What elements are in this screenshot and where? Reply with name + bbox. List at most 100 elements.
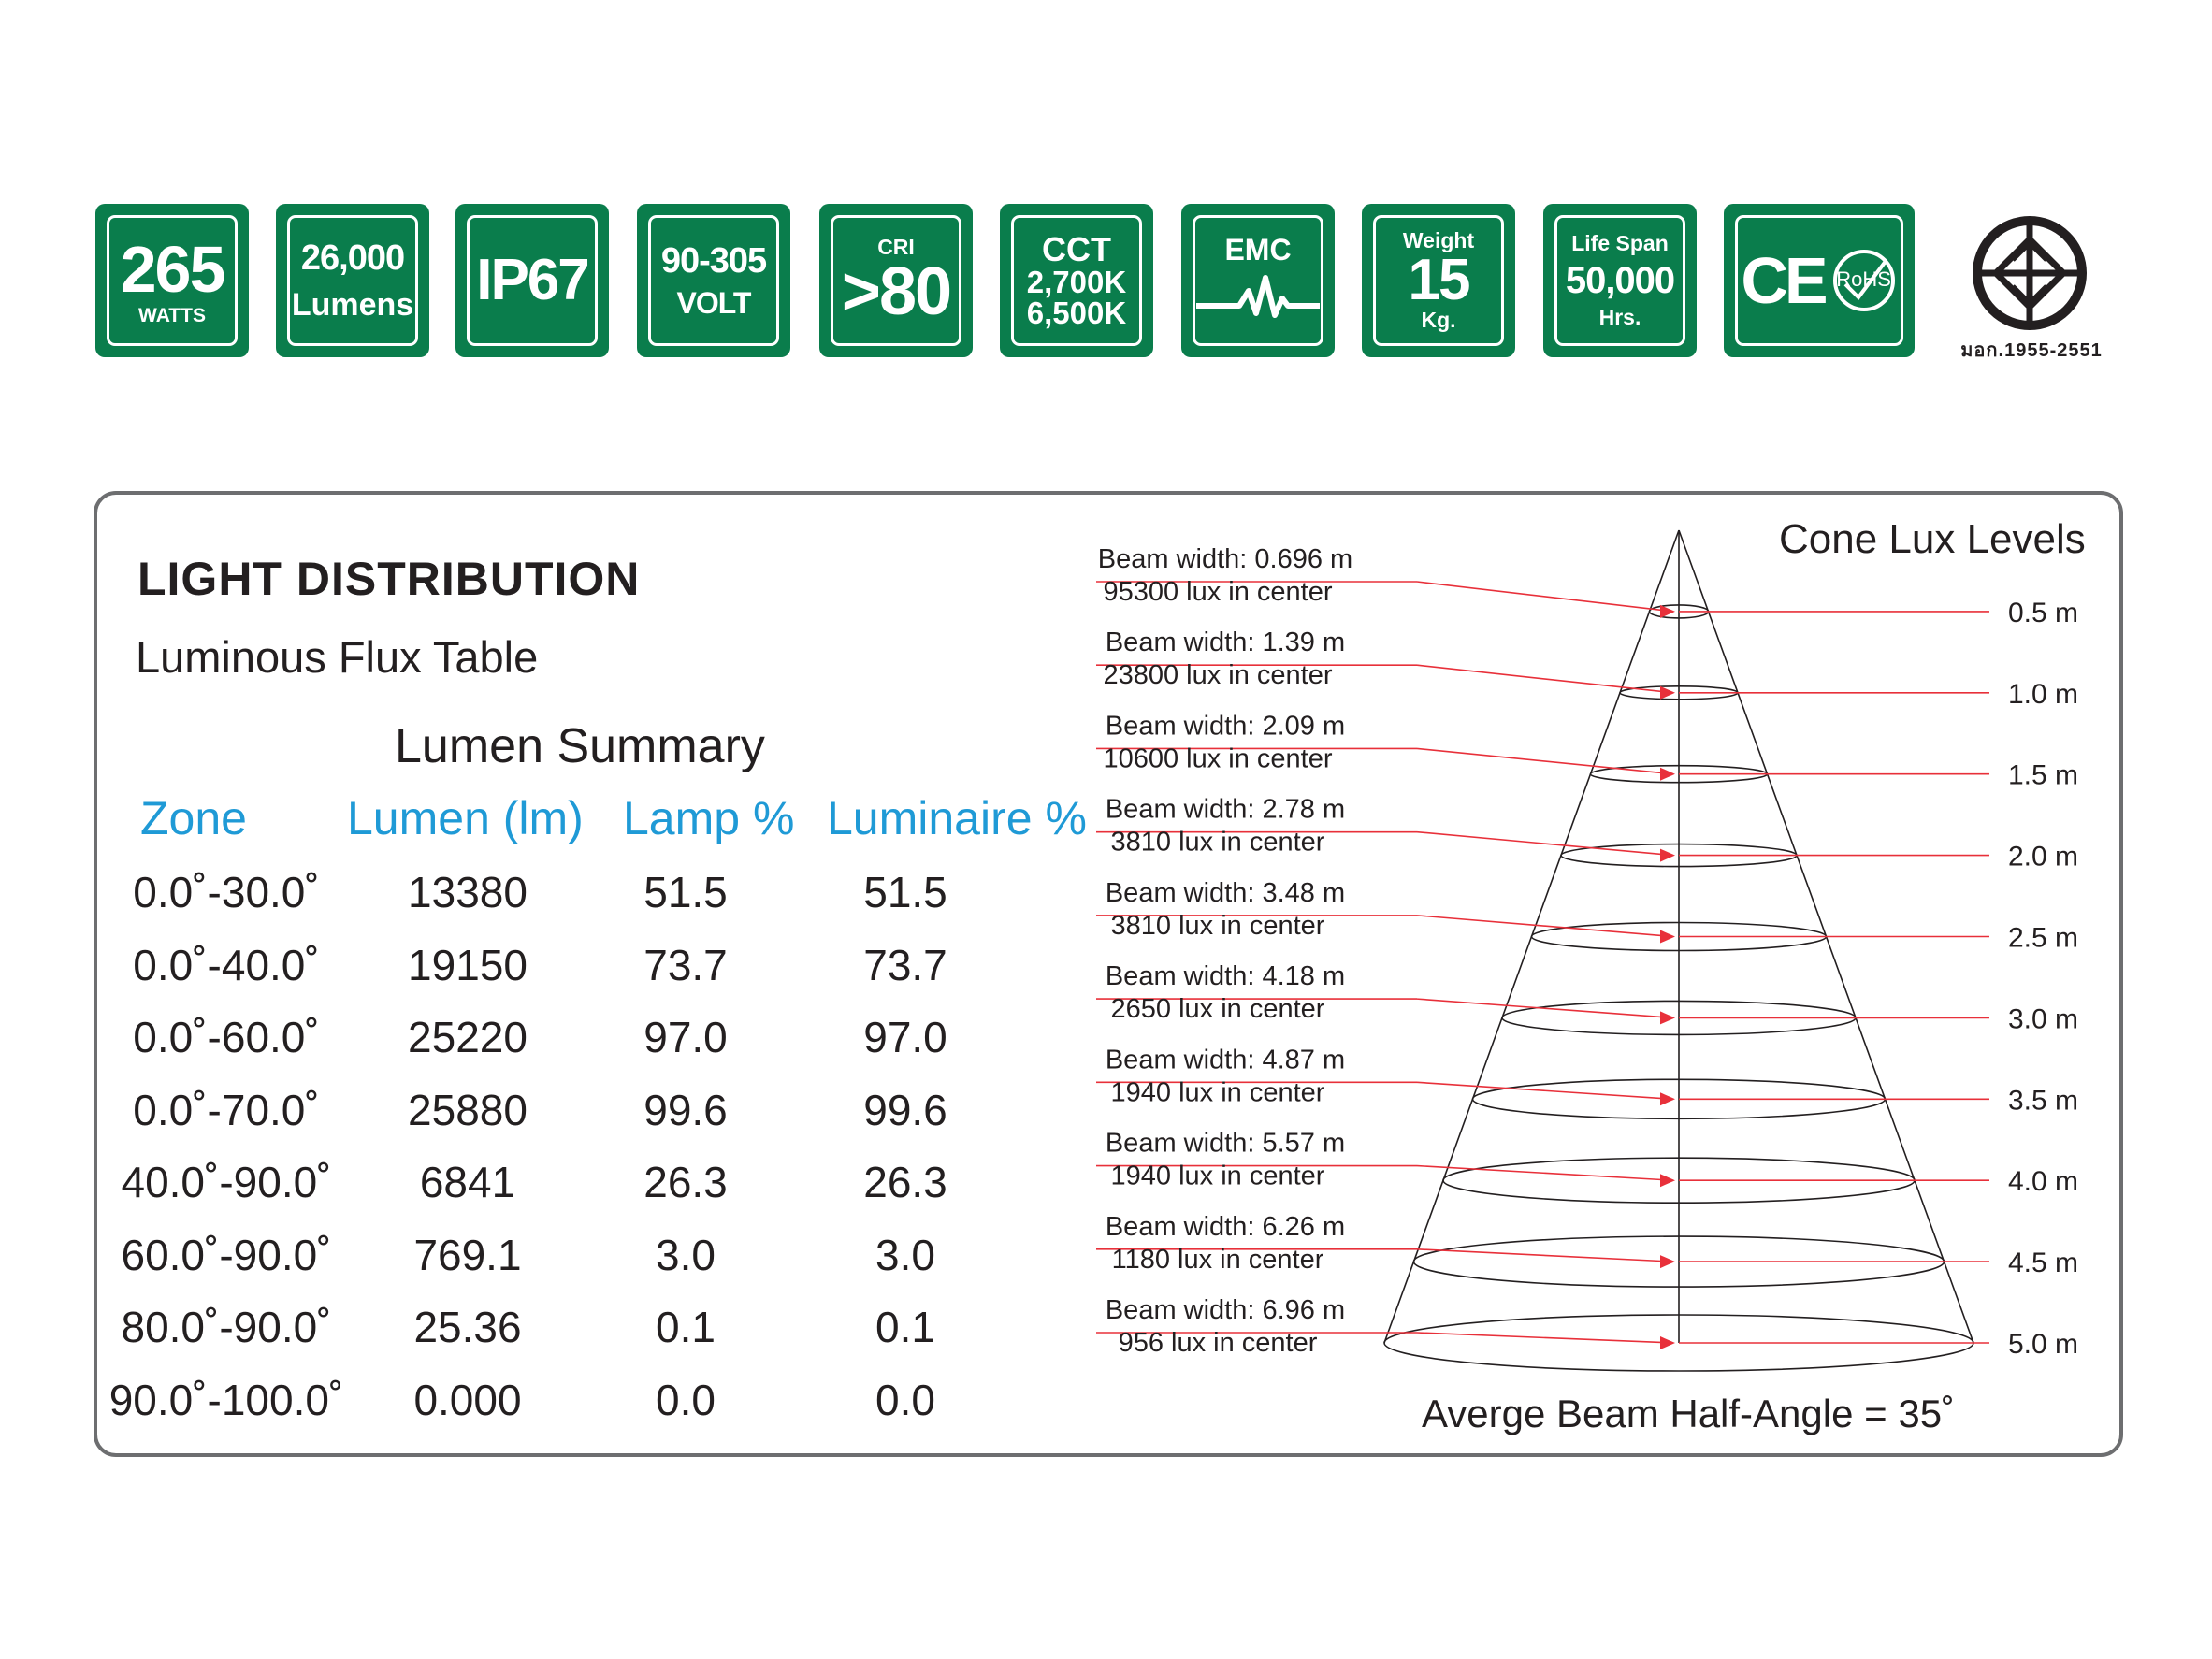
badge-cri-value: >80: [841, 253, 952, 329]
table-cell-lumen: 19150: [408, 940, 528, 989]
badge-ce-rohs: CE RoHS: [1724, 204, 1915, 357]
table-cell-zone: 60.0˚-90.0˚: [121, 1230, 332, 1279]
center-lux-label: 3810 lux in center: [1111, 828, 1325, 858]
tis-certification-icon: [1973, 216, 2087, 330]
callout-pointer: [1416, 664, 1674, 694]
table-cell-lumen: 25880: [408, 1085, 528, 1134]
badge-cct-high: 6,500K: [1026, 296, 1127, 330]
panel-subheading: Luminous Flux Table: [136, 632, 539, 682]
badge-cri: CRI >80: [819, 204, 973, 357]
callout-pointer: [1416, 1248, 1674, 1262]
beam-width-label: Beam width: 6.96 m: [1106, 1295, 1345, 1325]
center-lux-label: 3810 lux in center: [1111, 911, 1325, 941]
badge-lumens: 26,000 Lumens: [276, 204, 429, 357]
table-cell-luminaire-pct: 97.0: [863, 1013, 947, 1061]
table-cell-luminaire-pct: 99.6: [863, 1085, 947, 1134]
light-distribution-panel: [94, 491, 2123, 1457]
col-head-lamp: Lamp %: [623, 792, 795, 844]
table-cell-luminaire-pct: 3.0: [875, 1230, 935, 1279]
chart-title: Cone Lux Levels: [1779, 516, 2086, 562]
center-lux-label: 23800 lux in center: [1103, 660, 1332, 690]
center-lux-label: 1940 lux in center: [1111, 1077, 1325, 1107]
beam-width-label: Beam width: 4.87 m: [1106, 1045, 1345, 1075]
badge-voltage-range: 90-305: [660, 241, 767, 281]
callout-pointer: [1416, 1164, 1674, 1181]
callout-arrowhead: [1660, 848, 1675, 862]
center-lux-label: 956 lux in center: [1119, 1328, 1318, 1358]
callout-arrowhead: [1660, 1336, 1675, 1349]
callout-arrowhead: [1660, 767, 1675, 781]
beam-width-label: Beam width: 4.18 m: [1106, 961, 1345, 991]
table-cell-zone: 0.0˚-70.0˚: [133, 1085, 320, 1134]
callout-arrowhead: [1660, 1174, 1675, 1188]
badge-weight-unit: Kg.: [1421, 308, 1456, 332]
center-lux-label: 1940 lux in center: [1111, 1161, 1325, 1191]
callout-pointer: [1416, 1081, 1674, 1101]
badge-power-value: 265: [120, 232, 226, 306]
badge-power-unit: WATTS: [138, 304, 206, 326]
callout-arrowhead: [1660, 604, 1675, 618]
badge-lifespan-unit: Hrs.: [1598, 305, 1641, 329]
badge-voltage: 90-305 VOLT: [637, 204, 790, 357]
distance-label: 4.0 m: [2008, 1166, 2078, 1197]
badge-weight-label: Weight: [1402, 228, 1475, 252]
distance-label: 3.5 m: [2008, 1085, 2078, 1116]
table-cell-lumen: 0.000: [413, 1375, 522, 1424]
table-cell-zone: 0.0˚-30.0˚: [133, 868, 320, 916]
table-cell-lamp-pct: 99.6: [643, 1085, 728, 1134]
center-lux-label: 10600 lux in center: [1103, 743, 1332, 773]
ce-mark-icon: CE: [1741, 244, 1828, 317]
table-cell-lumen: 769.1: [413, 1230, 522, 1279]
chart-footer: Averge Beam Half-Angle = 35˚: [1422, 1392, 1956, 1435]
table-cell-lamp-pct: 51.5: [643, 868, 728, 916]
badge-lifespan: Life Span 50,000 Hrs.: [1543, 204, 1697, 357]
table-cell-zone: 0.0˚-60.0˚: [133, 1013, 320, 1061]
center-lux-label: 2650 lux in center: [1111, 994, 1325, 1024]
callout-pointer: [1416, 581, 1674, 613]
callout-arrowhead: [1660, 1011, 1675, 1025]
badge-cri-label: CRI: [877, 234, 915, 259]
col-head-zone: Zone: [140, 792, 247, 844]
badge-cct-label: CCT: [1042, 230, 1111, 268]
table-cell-lumen: 25.36: [413, 1303, 522, 1351]
center-lux-label: 95300 lux in center: [1103, 577, 1332, 607]
distance-label: 2.0 m: [2008, 842, 2078, 873]
beam-width-label: Beam width: 3.48 m: [1106, 878, 1345, 908]
table-cell-lumen: 13380: [408, 868, 528, 916]
callout-arrowhead: [1660, 685, 1675, 700]
badge-ip-value: IP67: [476, 248, 590, 312]
col-head-luminaire: Luminaire %: [827, 792, 1087, 844]
emc-wave-icon: [1196, 275, 1320, 318]
callout-arrowhead: [1660, 930, 1675, 944]
callout-pointer: [1416, 1332, 1674, 1344]
table-cell-luminaire-pct: 73.7: [863, 940, 947, 989]
badge-lifespan-value: 50,000: [1565, 260, 1675, 301]
distance-label: 0.5 m: [2008, 598, 2078, 628]
badge-ip-rating: IP67: [455, 204, 609, 357]
badge-emc: EMC: [1181, 204, 1335, 357]
badge-lifespan-label: Life Span: [1571, 231, 1669, 255]
badge-lumens-unit: Lumens: [291, 287, 414, 323]
beam-width-label: Beam width: 5.57 m: [1106, 1129, 1345, 1159]
col-head-lumen: Lumen (lm): [347, 792, 584, 844]
lumen-summary-title: Lumen Summary: [395, 719, 765, 773]
panel-heading: LIGHT DISTRIBUTION: [137, 553, 641, 605]
center-lux-label: 1180 lux in center: [1112, 1245, 1324, 1275]
beam-width-label: Beam width: 2.09 m: [1106, 711, 1345, 741]
badge-lumens-value: 26,000: [300, 238, 405, 278]
table-cell-lumen: 25220: [408, 1013, 528, 1061]
badge-cct: CCT 2,700K 6,500K: [1000, 204, 1153, 357]
table-cell-lamp-pct: 73.7: [643, 940, 728, 989]
table-cell-lamp-pct: 26.3: [643, 1158, 728, 1206]
callout-pointer: [1416, 830, 1674, 857]
table-cell-luminaire-pct: 0.1: [875, 1303, 935, 1351]
rohs-label: RoHS: [1836, 267, 1891, 291]
beam-width-label: Beam width: 0.696 m: [1098, 544, 1352, 574]
table-cell-zone: 80.0˚-90.0˚: [121, 1303, 332, 1351]
table-cell-luminaire-pct: 0.0: [875, 1375, 935, 1424]
badge-emc-label: EMC: [1224, 233, 1292, 267]
badge-voltage-unit: VOLT: [676, 286, 752, 320]
distance-label: 1.0 m: [2008, 679, 2078, 710]
table-cell-zone: 40.0˚-90.0˚: [121, 1158, 332, 1206]
